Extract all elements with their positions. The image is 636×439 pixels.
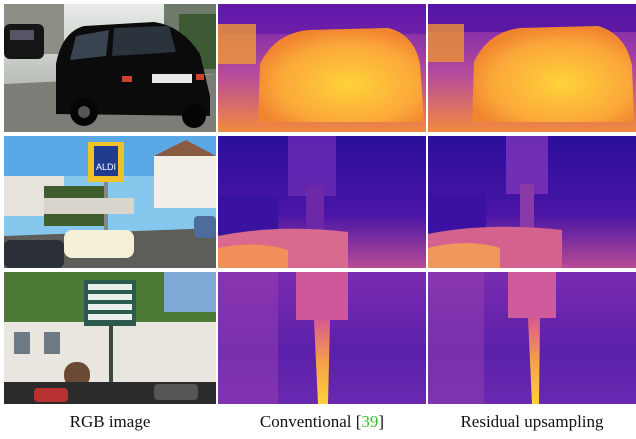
rgb-street-sign-image: [4, 272, 216, 404]
conventional-depth-car: [218, 4, 426, 132]
caption-rgb-image: RGB image: [69, 412, 151, 431]
conventional-depth-sign: [218, 272, 426, 404]
caption-residual-upsampling: Residual upsampling: [460, 412, 604, 431]
residual-depth-car: [428, 4, 636, 132]
rgb-aldi-image: ALDI: [4, 136, 216, 268]
caption-conventional: Conventional [39]: [259, 412, 385, 431]
conventional-depth-aldi: [218, 136, 426, 268]
citation-ref: 39: [361, 412, 379, 431]
residual-depth-aldi: [428, 136, 636, 268]
rgb-car-image: [4, 4, 216, 132]
residual-depth-sign: [428, 272, 636, 404]
aldi-sign-text: ALDI: [96, 162, 116, 172]
